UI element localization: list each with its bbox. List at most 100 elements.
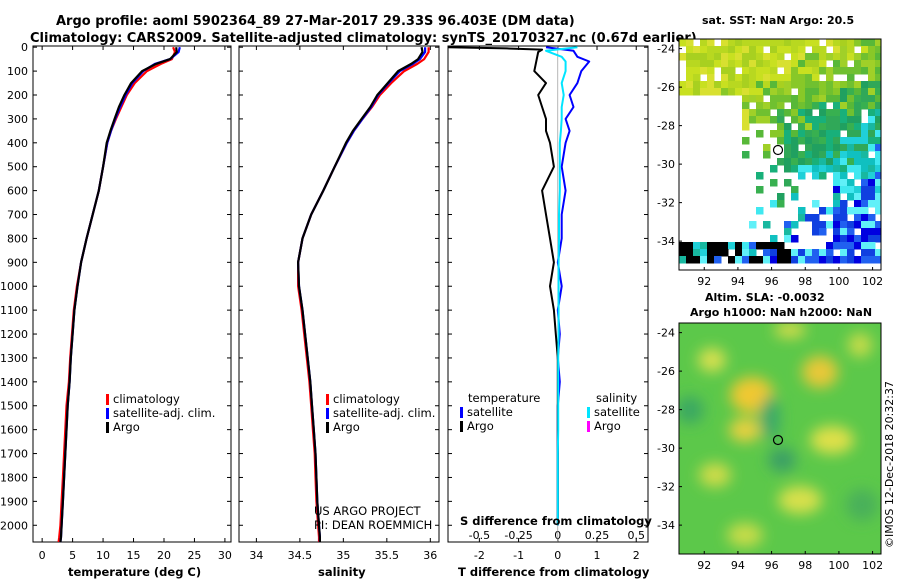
sst-cell <box>840 53 848 61</box>
sst-cell <box>707 249 715 257</box>
legend-s-argo: Argo <box>594 419 621 433</box>
map-x-tick-label: 92 <box>697 559 711 572</box>
sst-cell <box>756 46 764 54</box>
sst-cell <box>735 39 743 47</box>
sst-cell <box>819 137 827 145</box>
sst-cell <box>763 74 771 82</box>
sst-cell <box>868 242 876 250</box>
sst-cell <box>700 53 708 61</box>
sst-cell <box>749 60 757 68</box>
sst-cell <box>840 137 848 145</box>
sst-cell <box>847 95 855 103</box>
sst-cell <box>819 221 827 229</box>
map-x-tick-label: 100 <box>828 559 849 572</box>
sst-cell <box>875 137 881 145</box>
sst-cell <box>875 95 881 103</box>
sst-cell <box>693 60 701 68</box>
sst-cell <box>721 88 729 96</box>
sst-cell <box>812 249 820 257</box>
temperature-panel-frame <box>32 45 232 543</box>
map-y-tick-label: -32 <box>657 197 675 210</box>
profile-location-marker <box>772 144 784 156</box>
sst-cell <box>826 74 834 82</box>
sst-cell <box>700 249 708 257</box>
sst-cell <box>756 242 764 250</box>
sst-cell <box>826 137 834 145</box>
depth-tick-label: 200 <box>7 89 28 102</box>
sst-cell <box>819 95 827 103</box>
sst-cell <box>693 53 701 61</box>
legend-satellite: satellite-adj. clim. <box>333 406 435 420</box>
sst-cell <box>854 165 862 173</box>
sst-cell <box>686 88 694 96</box>
sst-cell <box>742 39 750 47</box>
sst-cell <box>868 109 876 117</box>
map-y-tick-label: -24 <box>657 43 675 56</box>
sst-cell <box>770 130 778 138</box>
sst-cell <box>861 256 869 264</box>
sst-cell <box>861 193 869 201</box>
sst-cell <box>756 102 764 110</box>
sst-cell <box>784 228 792 236</box>
sst-cell <box>805 249 813 257</box>
sst-cell <box>735 53 743 61</box>
salinity-panel-frame <box>238 45 440 543</box>
timestamp: ©IMOS 12-Dec-2018 20:32:37 <box>883 381 896 548</box>
temperature-plot: 0 5 10 15 20 25 30 <box>33 46 232 562</box>
sst-cell <box>777 193 785 201</box>
legend-swatch-s-argo <box>587 421 590 432</box>
sst-cell <box>714 60 722 68</box>
sst-cell <box>777 200 785 208</box>
sst-cell <box>735 249 743 257</box>
sst-cell <box>840 172 848 180</box>
sst-cell <box>784 256 792 264</box>
sst-cell <box>840 81 848 89</box>
sst-cell <box>777 53 785 61</box>
sst-cell <box>833 214 841 222</box>
sst-cell <box>742 46 750 54</box>
sst-cell <box>875 172 881 180</box>
map-y-tick-label: -26 <box>657 365 675 378</box>
sst-cell <box>735 74 743 82</box>
sst-cell <box>833 207 841 215</box>
sst-cell <box>861 165 869 173</box>
sst-cell <box>847 207 855 215</box>
legend-swatch-argo <box>106 422 109 433</box>
sst-cell <box>798 123 806 131</box>
sst-cell <box>742 137 750 145</box>
sst-cell <box>833 60 841 68</box>
sst-cell <box>840 102 848 110</box>
sst-cell <box>763 151 771 159</box>
sst-cell <box>875 109 881 117</box>
sst-cell <box>812 172 820 180</box>
sst-cell <box>868 53 876 61</box>
sst-cell <box>812 67 820 75</box>
legend-swatch-climatology <box>106 394 109 405</box>
sst-cell <box>826 151 834 159</box>
sst-cell <box>784 81 792 89</box>
sst-cell <box>812 144 820 152</box>
sst-cell <box>805 151 813 159</box>
sst-cell <box>868 165 876 173</box>
sst-cell <box>756 39 764 47</box>
sst-cell <box>805 102 813 110</box>
sst-cell <box>833 179 841 187</box>
sst-cell <box>861 88 869 96</box>
sst-cell <box>749 39 757 47</box>
sst-cell <box>742 242 750 250</box>
sst-cell <box>861 186 869 194</box>
sst-cell <box>875 60 881 68</box>
sst-cell <box>875 221 881 229</box>
depth-tick-label: 2000 <box>0 519 28 532</box>
sst-cell <box>714 249 722 257</box>
sst-cell <box>728 39 736 47</box>
sla-map-frame <box>678 322 882 555</box>
sst-cell <box>833 116 841 124</box>
sst-cell <box>735 81 743 89</box>
sst-cell <box>847 53 855 61</box>
legend-swatch-t-argo <box>460 421 463 432</box>
sst-cell <box>756 207 764 215</box>
sst-cell <box>742 53 750 61</box>
t-difference-axis-label: T difference from climatology <box>458 565 650 579</box>
sst-cell <box>812 95 820 103</box>
